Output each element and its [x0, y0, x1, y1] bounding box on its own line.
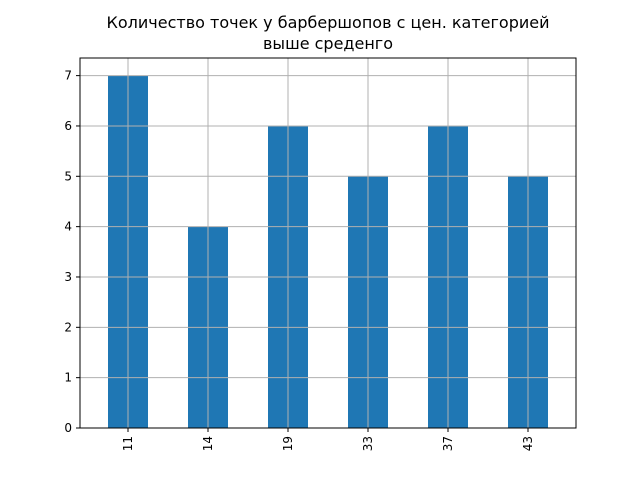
y-tick-label: 3: [64, 270, 72, 284]
chart-title-line-2: выше средeнго: [263, 34, 393, 53]
x-tick-label: 37: [441, 436, 455, 451]
y-tick-label: 6: [64, 119, 72, 133]
tick-labels: 0 1 2 3 4 5 6 7 11 14 19 33 37 43: [64, 69, 535, 452]
y-tick-label: 5: [64, 169, 72, 183]
y-tick-label: 1: [64, 371, 72, 385]
axes: [76, 57, 577, 432]
x-tick-label: 19: [281, 436, 295, 451]
y-tick-label: 4: [64, 220, 72, 234]
x-tick-label: 11: [121, 436, 135, 451]
y-tick-label: 2: [64, 320, 72, 334]
chart-title-line-1: Количество точек у барбершопов с цен. ка…: [107, 13, 550, 32]
y-tick-label: 0: [64, 421, 72, 435]
x-tick-label: 33: [361, 436, 375, 451]
x-tick-label: 43: [521, 436, 535, 451]
plot-frame: [79, 57, 577, 429]
x-tick-label: 14: [201, 436, 215, 451]
y-tick-label: 7: [64, 69, 72, 83]
grid-lines-front: [80, 58, 576, 429]
bars: [108, 75, 548, 429]
